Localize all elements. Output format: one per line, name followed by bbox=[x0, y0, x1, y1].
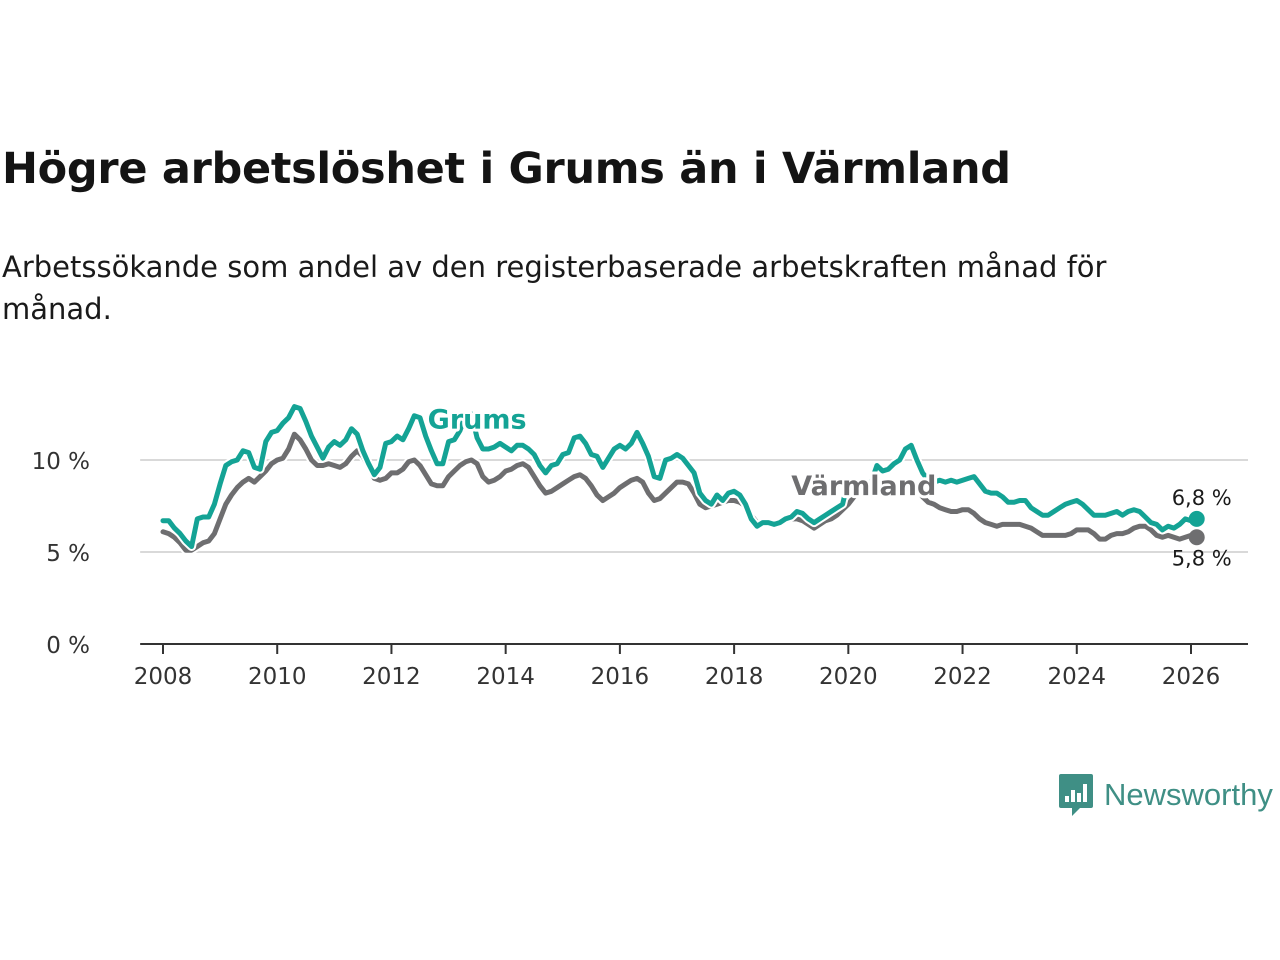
newsworthy-logo-text: Newsworthy bbox=[1104, 777, 1273, 812]
x-tick-label: 2010 bbox=[248, 664, 307, 690]
x-tick-label: 2008 bbox=[134, 664, 193, 690]
newsworthy-logo: Newsworthy bbox=[1058, 772, 1273, 818]
series-name-label-värmland: Värmland bbox=[791, 471, 936, 502]
x-tick-label: 2024 bbox=[1048, 664, 1107, 690]
x-axis bbox=[140, 643, 1248, 654]
line-chart: 0 %5 %10 % 2008 2010 2012 2014 2016 2018 2020 2… bbox=[32, 402, 1248, 690]
y-tick-label: 0 % bbox=[46, 633, 90, 659]
series-end-marker-värmland bbox=[1188, 529, 1205, 546]
series-labels: 5,8 % 6,8 % Värmland Grums bbox=[425, 402, 1232, 571]
x-axis-labels: 2008 2010 2012 2014 2016 2018 2020 2022 2024 2026 bbox=[134, 664, 1221, 690]
x-tick-label: 2018 bbox=[705, 664, 764, 690]
x-tick-label: 2014 bbox=[476, 664, 535, 690]
series-line-grums bbox=[160, 404, 1200, 549]
x-tick-label: 2026 bbox=[1162, 664, 1221, 690]
series-end-marker-grums bbox=[1188, 510, 1205, 527]
y-tick-label: 10 % bbox=[32, 449, 90, 475]
series-line-värmland bbox=[160, 431, 1200, 553]
y-tick-label: 5 % bbox=[46, 541, 90, 567]
series-name-label-grums: Grums bbox=[428, 405, 527, 436]
y-axis-labels: 0 % 5 % 10 % bbox=[32, 449, 90, 659]
chart-subtitle: Arbetssökande som andel av den registerb… bbox=[2, 250, 1107, 326]
newsworthy-logo-icon bbox=[1059, 774, 1093, 816]
chart-title: Högre arbetslöshet i Grums än i Värmland bbox=[2, 144, 1011, 194]
end-value-label-grums: 6,8 % bbox=[1172, 486, 1232, 510]
series-lines bbox=[158, 402, 1205, 555]
x-tick-label: 2012 bbox=[362, 664, 421, 690]
x-tick-label: 2016 bbox=[591, 664, 650, 690]
series-halo-grums bbox=[158, 402, 1202, 551]
x-tick-label: 2020 bbox=[819, 664, 878, 690]
x-tick-label: 2022 bbox=[933, 664, 992, 690]
end-value-label-värmland: 5,8 % bbox=[1172, 546, 1232, 570]
